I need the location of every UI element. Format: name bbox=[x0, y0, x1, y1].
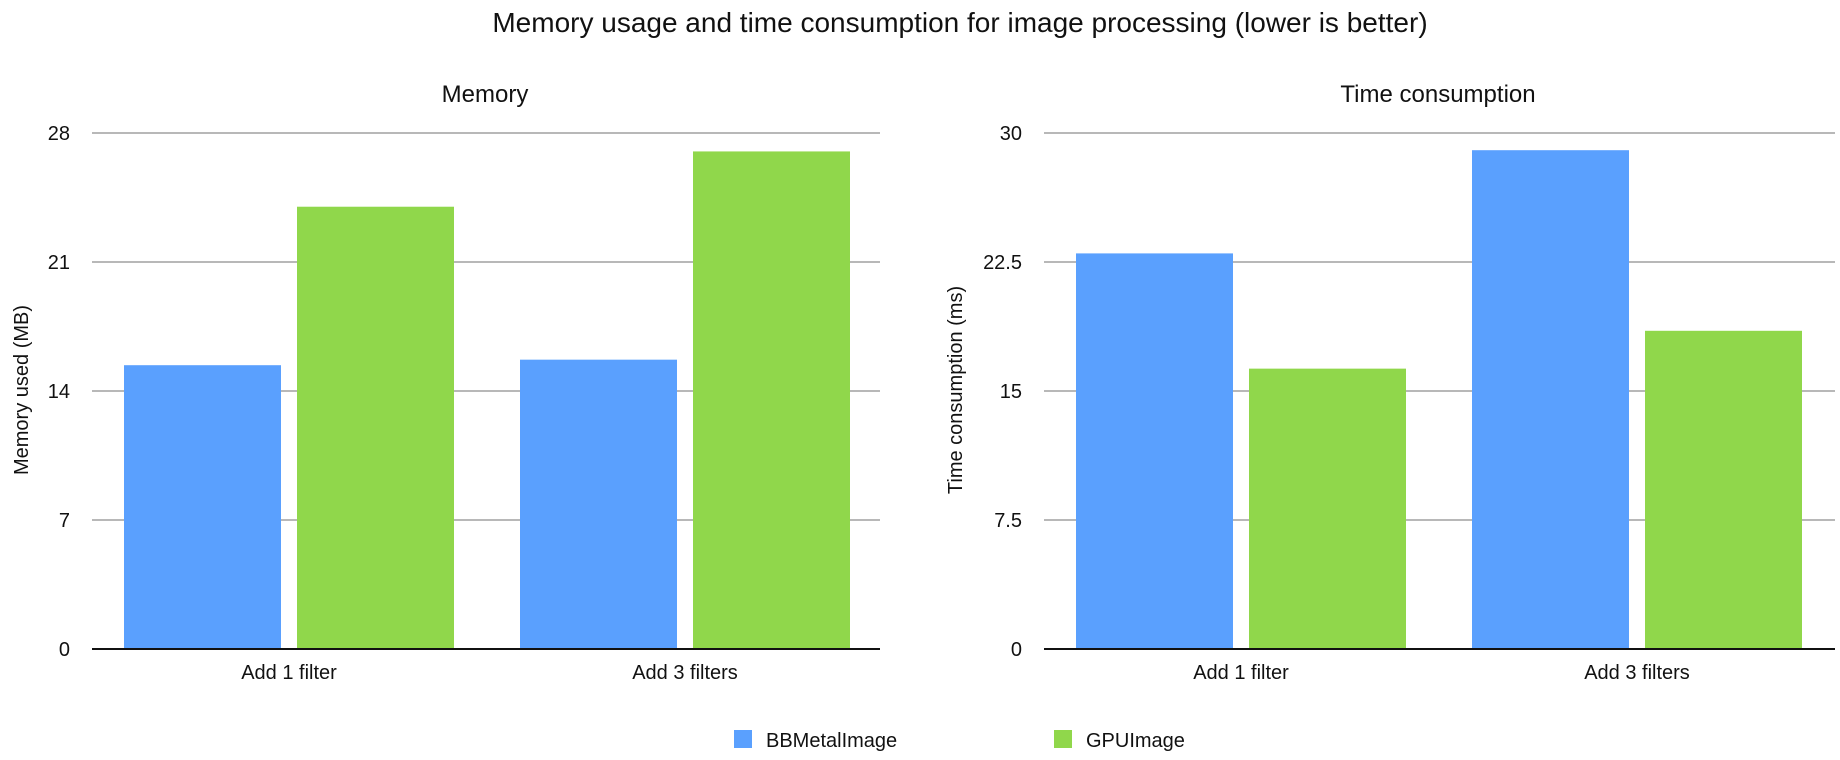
memory-bar-gpuimage-1 bbox=[297, 206, 454, 649]
memory-y-axis-label: Memory used (MB) bbox=[11, 305, 33, 475]
time-y-tick-label: 7.5 bbox=[994, 510, 1022, 532]
time-bar-bbmetalimage-1 bbox=[1076, 253, 1233, 649]
memory-y-tick-label: 7 bbox=[59, 510, 70, 532]
memory-bar-bbmetalimage-2 bbox=[520, 359, 677, 649]
memory-y-tick-label: 21 bbox=[48, 252, 70, 274]
time-chart-panel: Time consumption Time consumption (ms) 0… bbox=[945, 81, 1835, 684]
time-y-axis-label: Time consumption (ms) bbox=[945, 286, 967, 494]
legend-swatch-bbmetalimage bbox=[734, 730, 752, 748]
legend-label-gpuimage: GPUImage bbox=[1086, 730, 1185, 752]
memory-bar-bbmetalimage-1 bbox=[124, 365, 281, 649]
time-y-tick-label: 0 bbox=[1011, 639, 1022, 661]
memory-y-tick-label: 14 bbox=[48, 381, 70, 403]
memory-y-tick-label: 28 bbox=[48, 123, 70, 145]
legend: BBMetalImage GPUImage bbox=[734, 730, 1185, 752]
time-y-tick-label: 30 bbox=[1000, 123, 1022, 145]
time-bar-gpuimage-1 bbox=[1249, 368, 1406, 649]
memory-chart-panel: Memory Memory used (MB) 0 7 14 21 28 Add 1 fi… bbox=[11, 81, 880, 684]
time-y-tick-label: 15 bbox=[1000, 381, 1022, 403]
memory-x-category-label: Add 3 filters bbox=[632, 662, 738, 684]
memory-y-tick-label: 0 bbox=[59, 639, 70, 661]
legend-label-bbmetalimage: BBMetalImage bbox=[766, 730, 897, 752]
time-x-category-label: Add 1 filter bbox=[1193, 662, 1289, 684]
time-bar-gpuimage-2 bbox=[1645, 330, 1802, 649]
legend-swatch-gpuimage bbox=[1054, 730, 1072, 748]
time-y-tick-label: 22.5 bbox=[983, 252, 1022, 274]
time-chart-title: Time consumption bbox=[1340, 81, 1535, 108]
time-bar-bbmetalimage-2 bbox=[1472, 150, 1629, 649]
memory-x-category-label: Add 1 filter bbox=[241, 662, 337, 684]
figure-title: Memory usage and time consumption for im… bbox=[492, 7, 1427, 38]
memory-chart-title: Memory bbox=[442, 81, 529, 108]
memory-bar-gpuimage-2 bbox=[693, 151, 850, 649]
time-x-category-label: Add 3 filters bbox=[1584, 662, 1690, 684]
